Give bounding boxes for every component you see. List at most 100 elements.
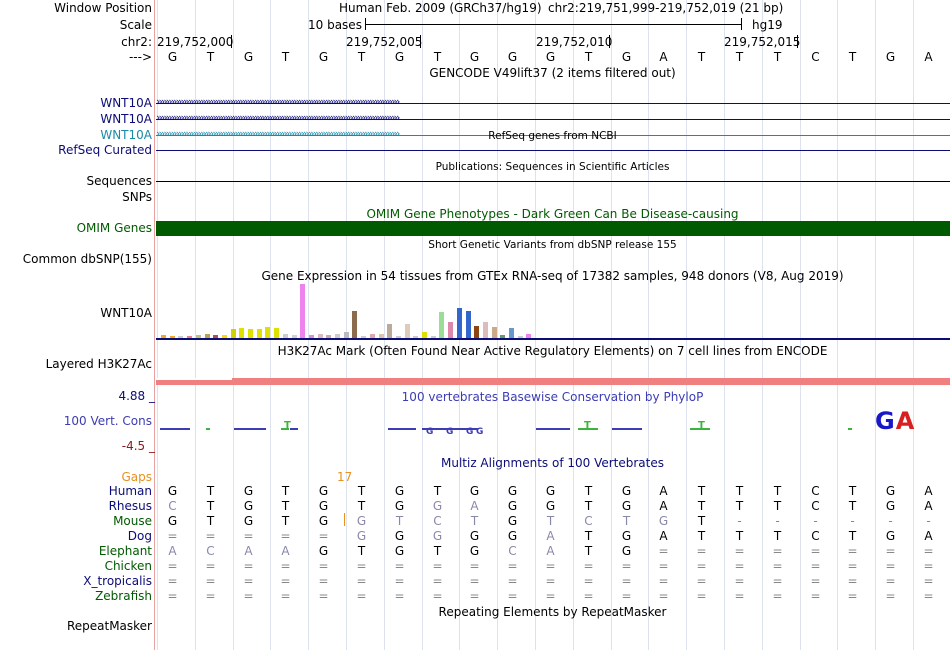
- dbsnp-track-label[interactable]: Common dbSNP(155): [22, 252, 152, 266]
- species-label[interactable]: X_tropicalis: [83, 574, 152, 588]
- h3k27ac-track-label[interactable]: Layered H3K27Ac: [45, 357, 152, 371]
- phylop-score-mark[interactable]: [690, 428, 710, 430]
- gtex-tissue-bar[interactable]: [291, 335, 297, 338]
- species-label[interactable]: Elephant: [98, 544, 152, 558]
- omim-track-label[interactable]: OMIM Genes: [76, 221, 152, 235]
- gencode-transcript-label[interactable]: WNT10A: [100, 128, 152, 142]
- phylop-score-mark[interactable]: [290, 428, 298, 430]
- gtex-tissue-bar[interactable]: [482, 322, 488, 338]
- publications-sequence-line[interactable]: [156, 181, 950, 182]
- gtex-tissue-bar[interactable]: [282, 334, 288, 338]
- gtex-tissue-bar[interactable]: [326, 335, 332, 338]
- gencode-transcript-label[interactable]: WNT10A: [100, 96, 152, 110]
- multiz-track-title[interactable]: Multiz Alignments of 100 Vertebrates: [440, 456, 665, 470]
- gtex-tissue-bar[interactable]: [404, 324, 410, 338]
- gtex-tissue-bar[interactable]: [204, 334, 210, 338]
- gtex-tissue-bar[interactable]: [491, 327, 497, 338]
- gtex-tissue-bar[interactable]: [526, 334, 532, 338]
- gtex-tissue-bar[interactable]: [213, 335, 219, 338]
- gencode-transcript-line[interactable]: [156, 135, 950, 136]
- gtex-tissue-bar[interactable]: [448, 322, 454, 338]
- dbsnp-track-title[interactable]: Short Genetic Variants from dbSNP releas…: [428, 239, 677, 251]
- gtex-track-title[interactable]: Gene Expression in 54 tissues from GTEx …: [261, 269, 844, 283]
- phylop-score-mark[interactable]: [281, 428, 289, 430]
- h3k27ac-signal-bar[interactable]: [156, 378, 950, 385]
- gtex-tissue-bar[interactable]: [300, 284, 306, 338]
- gencode-track-title[interactable]: GENCODE V49lift37 (2 items filtered out): [429, 66, 676, 80]
- gencode-transcript-line[interactable]: [156, 103, 950, 104]
- refseq-gene-line[interactable]: [156, 150, 950, 151]
- gtex-tissue-bar[interactable]: [413, 336, 419, 338]
- gtex-tissue-bar[interactable]: [169, 336, 175, 338]
- species-label[interactable]: Chicken: [104, 559, 152, 573]
- gtex-tissue-bar[interactable]: [422, 332, 427, 338]
- insertion-marker[interactable]: [344, 513, 345, 526]
- gtex-tissue-bar[interactable]: [456, 308, 462, 338]
- gtex-tissue-bar[interactable]: [221, 335, 227, 338]
- gtex-tissue-bar[interactable]: [369, 334, 375, 338]
- omim-track-title[interactable]: OMIM Gene Phenotypes - Dark Green Can Be…: [366, 207, 739, 221]
- track-area[interactable]: [155, 0, 950, 650]
- species-label[interactable]: Rhesus: [108, 499, 152, 513]
- aligned-base: -: [737, 514, 742, 528]
- phylop-score-mark[interactable]: [612, 428, 642, 430]
- phylop-score-mark[interactable]: [388, 428, 416, 430]
- gtex-tissue-bar[interactable]: [430, 336, 436, 338]
- gtex-tissue-bar[interactable]: [195, 335, 201, 338]
- gtex-tissue-bar[interactable]: [335, 334, 340, 338]
- gtex-tissue-bar[interactable]: [474, 326, 480, 338]
- publications-sequences-label[interactable]: Sequences: [86, 174, 152, 188]
- phylop-score-mark[interactable]: [848, 428, 852, 430]
- phylop-track-label[interactable]: 100 Vert. Cons: [63, 414, 152, 428]
- gtex-tissue-bar[interactable]: [509, 328, 514, 338]
- gtex-tissue-bar[interactable]: [308, 335, 314, 338]
- gencode-transcript-label[interactable]: WNT10A: [100, 112, 152, 126]
- gtex-tissue-bar[interactable]: [187, 336, 193, 338]
- refseq-track-label[interactable]: RefSeq Curated: [58, 143, 152, 157]
- gtex-tissue-bar[interactable]: [178, 336, 184, 338]
- publications-track-title[interactable]: Publications: Sequences in Scientific Ar…: [435, 161, 670, 173]
- aligned-base: =: [356, 589, 367, 603]
- h3k27ac-track-title[interactable]: H3K27Ac Mark (Often Found Near Active Re…: [277, 344, 828, 358]
- phylop-track-title[interactable]: 100 vertebrates Basewise Conservation by…: [401, 390, 704, 404]
- gtex-tissue-bar[interactable]: [439, 312, 445, 338]
- gtex-tissue-bar[interactable]: [343, 332, 349, 338]
- gtex-tissue-bar[interactable]: [256, 329, 262, 338]
- gtex-tissue-bar[interactable]: [274, 328, 280, 338]
- phylop-score-mark[interactable]: [256, 428, 266, 430]
- gtex-tissue-bar[interactable]: [248, 329, 253, 338]
- gtex-tissue-bar[interactable]: [465, 311, 471, 338]
- phylop-score-mark[interactable]: [234, 428, 264, 430]
- refseq-track-title[interactable]: RefSeq genes from NCBI: [488, 130, 617, 142]
- gtex-tissue-bar[interactable]: [161, 335, 166, 338]
- gtex-tissue-bar[interactable]: [317, 334, 323, 338]
- species-label[interactable]: Dog: [127, 529, 152, 543]
- phylop-score-mark[interactable]: [160, 428, 190, 430]
- gtex-tissue-bar[interactable]: [265, 327, 271, 338]
- phylop-score-mark[interactable]: [206, 428, 210, 430]
- omim-gene-bar[interactable]: [156, 221, 950, 236]
- species-label[interactable]: Mouse: [113, 514, 152, 528]
- repeatmasker-track-label[interactable]: RepeatMasker: [66, 619, 152, 633]
- aligned-base: =: [923, 589, 934, 603]
- phylop-score-mark[interactable]: [422, 428, 478, 430]
- gtex-tissue-bar[interactable]: [517, 336, 523, 338]
- gtex-tissue-bar[interactable]: [239, 328, 245, 338]
- species-label[interactable]: Human: [108, 484, 152, 498]
- phylop-score-mark[interactable]: [536, 428, 570, 430]
- repeatmasker-track-title[interactable]: Repeating Elements by RepeatMasker: [438, 605, 667, 619]
- gtex-tissue-bar[interactable]: [361, 336, 367, 338]
- gtex-tissue-bar[interactable]: [500, 335, 506, 338]
- gtex-tissue-bar[interactable]: [230, 329, 236, 338]
- species-label[interactable]: Zebrafish: [95, 589, 152, 603]
- gtex-tissue-bar[interactable]: [378, 334, 384, 338]
- publications-snps-label[interactable]: SNPs: [122, 190, 152, 204]
- gtex-tissue-bar[interactable]: [395, 336, 401, 338]
- gtex-tissue-bar[interactable]: [387, 324, 393, 338]
- gtex-track-label[interactable]: WNT10A: [100, 306, 152, 320]
- ruler-position: 219,752,005: [346, 35, 423, 49]
- gtex-tissue-bar[interactable]: [352, 311, 358, 338]
- gencode-transcript-line[interactable]: [156, 119, 950, 120]
- phylop-score-mark[interactable]: [578, 428, 598, 430]
